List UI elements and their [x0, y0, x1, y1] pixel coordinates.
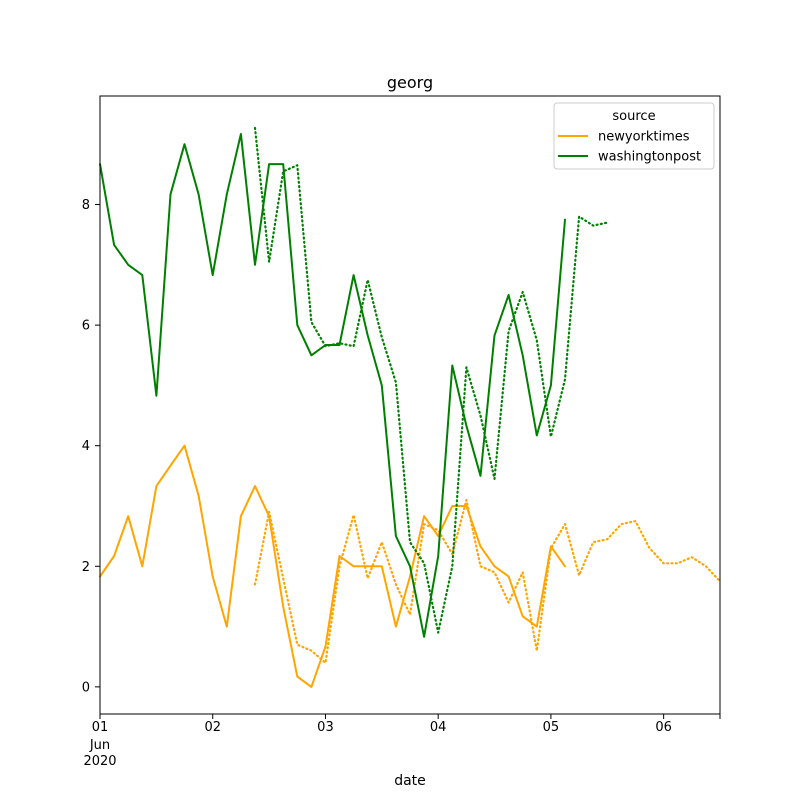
y-tick-label: 4 — [82, 439, 90, 454]
series-line-washingtonpost-solid — [99, 133, 566, 638]
y-axis: 0 2 4 6 8 — [82, 198, 100, 695]
y-tick-label: 6 — [82, 319, 90, 334]
series-layer — [99, 126, 722, 688]
series-line-washingtonpost-dotted — [253, 126, 609, 634]
x-tick-label: 06 — [655, 720, 672, 735]
legend: source newyorktimes washingtonpost — [553, 102, 715, 170]
legend-box — [553, 102, 715, 170]
x-tick-label: 01 — [92, 720, 109, 735]
plot-frame — [99, 95, 721, 715]
x-tick-label: 03 — [317, 720, 334, 735]
x-tick-sublabel: 2020 — [83, 754, 116, 769]
y-tick-label: 0 — [82, 680, 90, 695]
series-line-newyorktimes-solid — [99, 444, 566, 688]
x-tick-label: 02 — [204, 720, 221, 735]
x-axis-title: date — [394, 773, 426, 789]
y-tick-label: 8 — [82, 198, 90, 213]
x-tick-label: 04 — [430, 720, 447, 735]
y-tick-label: 2 — [82, 560, 90, 575]
x-tick-label: 05 — [543, 720, 560, 735]
chart-title: georg — [387, 73, 433, 92]
legend-label-newyorktimes: newyorktimes — [598, 130, 690, 145]
x-tick-sublabel: Jun — [89, 738, 110, 753]
legend-label-washingtonpost: washingtonpost — [598, 150, 701, 165]
series-line-newyorktimes-dotted — [253, 498, 722, 664]
legend-title: source — [612, 109, 655, 124]
